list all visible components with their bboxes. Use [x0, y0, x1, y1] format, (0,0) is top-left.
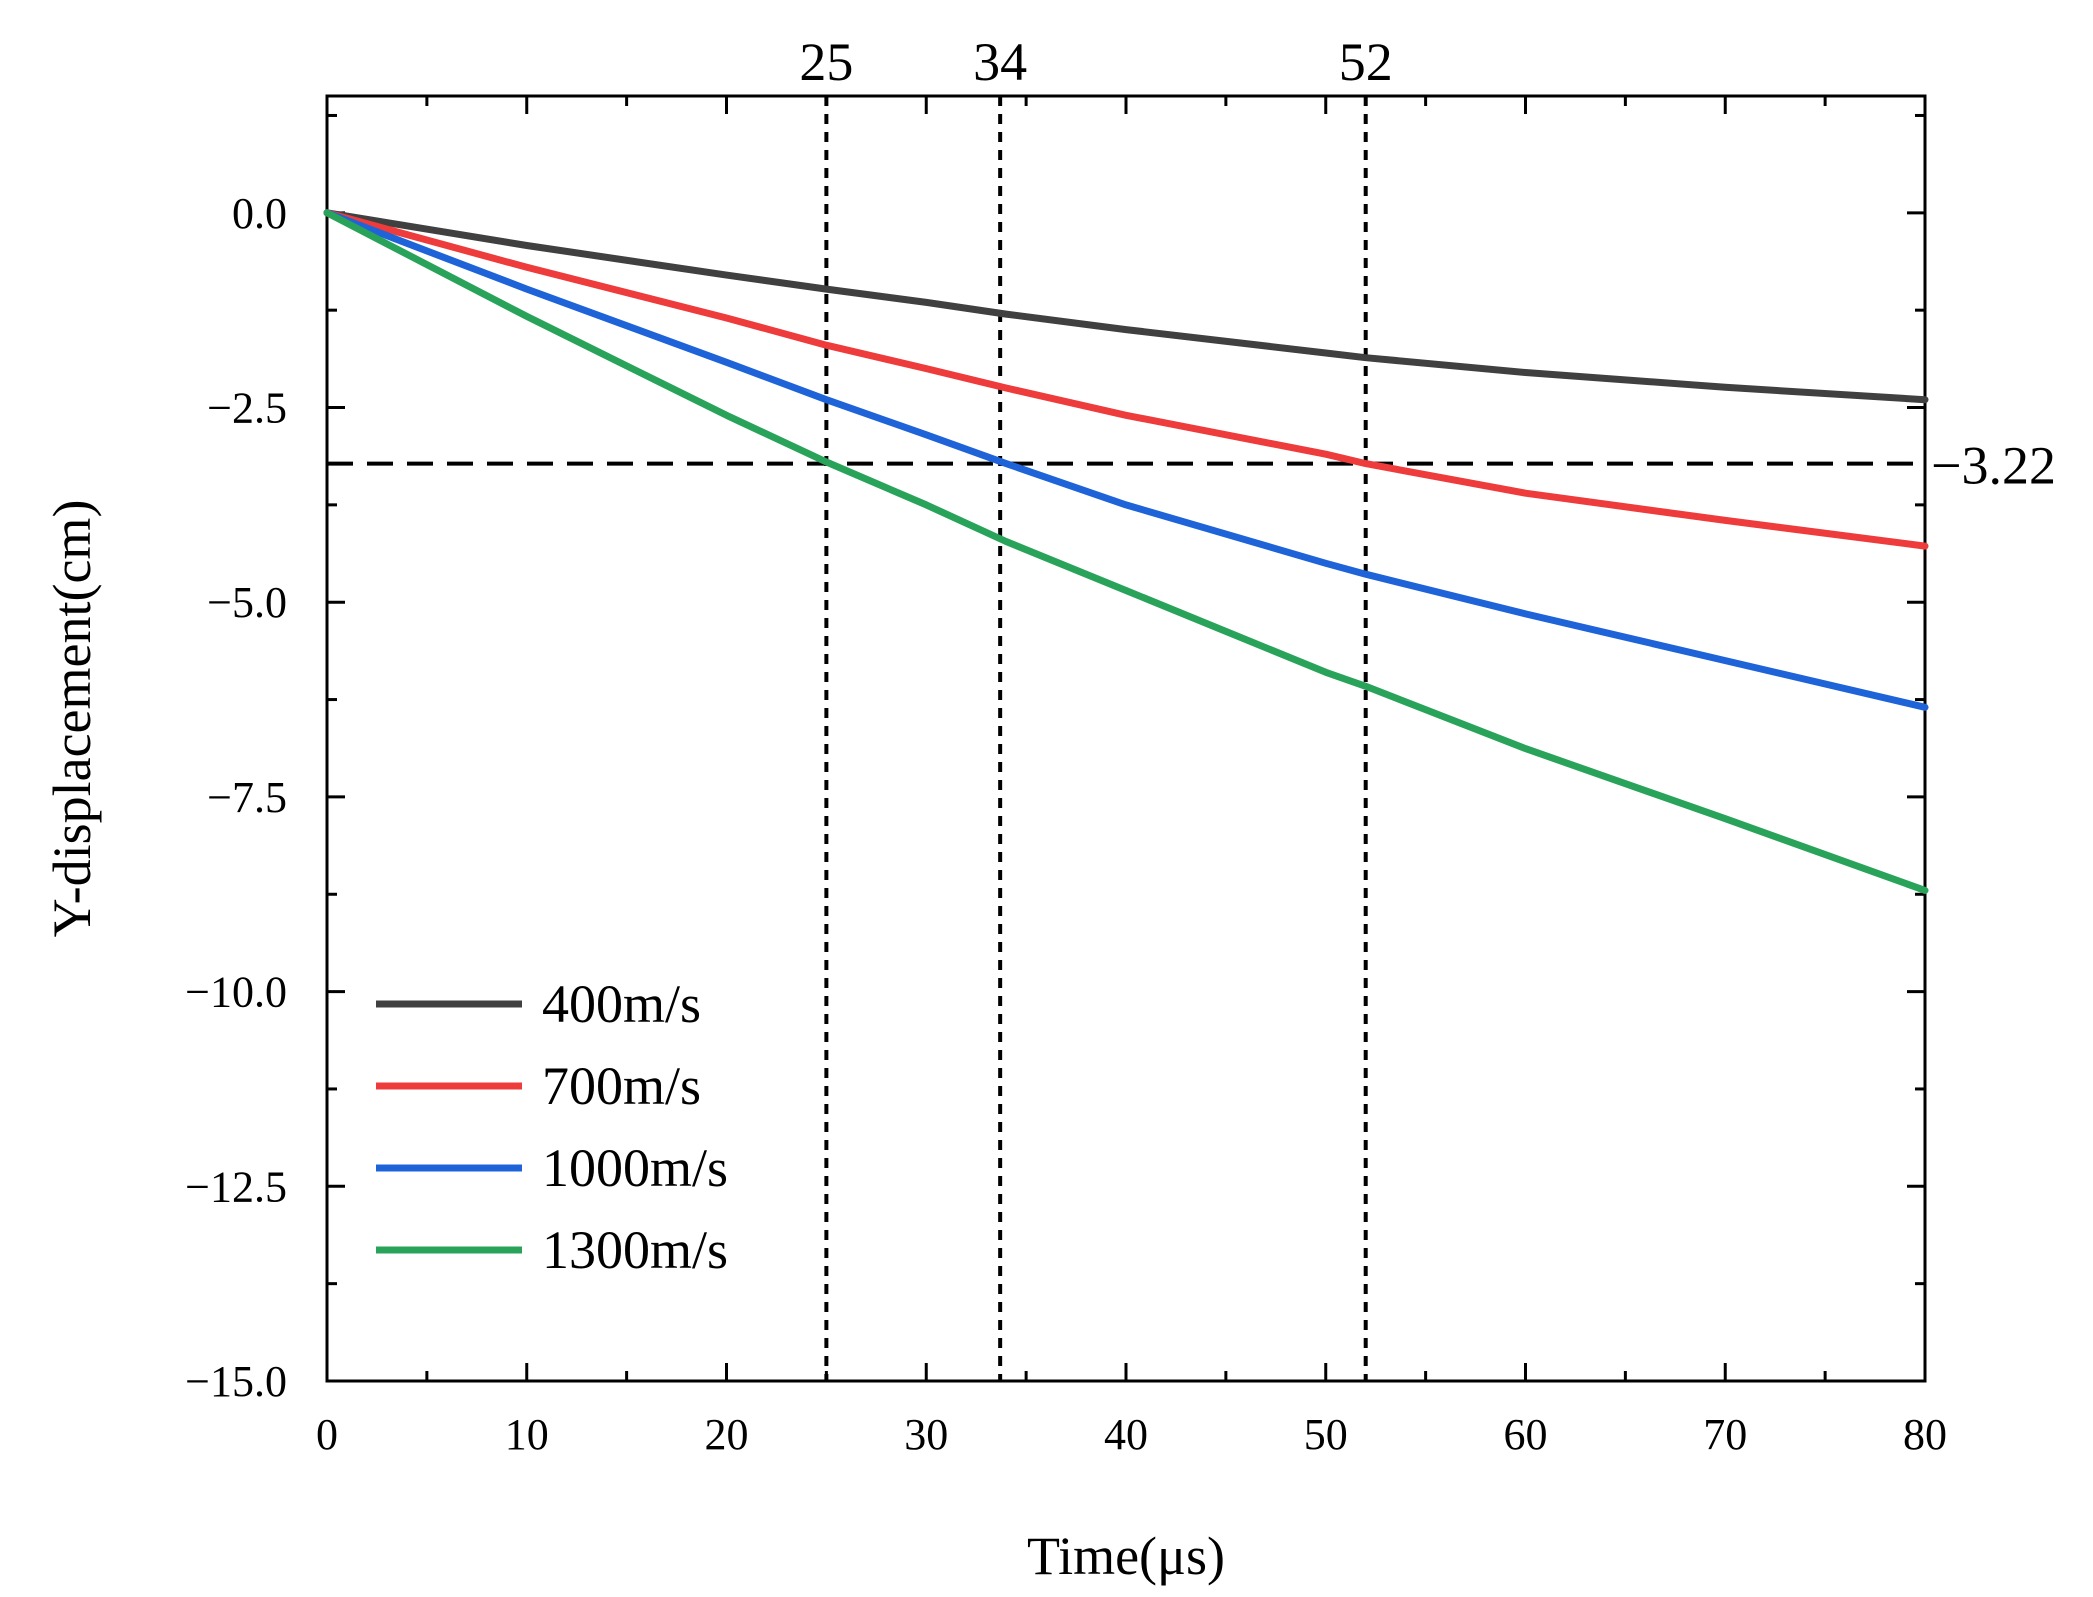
plot-area: 0 10 20 30 40 50 60 70 80 0.0 −2.5 −5.0 −7.5 −10.0 −12… [185, 32, 2056, 1459]
y-tick-label: −5.0 [207, 578, 287, 627]
horizontal-reference-label: −3.22 [1931, 436, 2056, 496]
vertical-reference-label: 25 [799, 32, 853, 92]
series-line-700m/s [323, 209, 1929, 550]
x-tick-label: 60 [1504, 1410, 1548, 1459]
legend-label: 1300m/s [542, 1220, 728, 1280]
y-axis-title: Y-displacement(cm) [42, 500, 102, 938]
x-tick-label: 80 [1903, 1410, 1947, 1459]
x-tick-label: 70 [1703, 1410, 1747, 1459]
legend-label: 1000m/s [542, 1138, 728, 1198]
x-tick-label: 40 [1104, 1410, 1148, 1459]
x-tick-label: 10 [505, 1410, 549, 1459]
y-tick-label: −2.5 [207, 384, 287, 433]
series-line-1000m/s [323, 209, 1929, 711]
series-line-400m/s [323, 209, 1929, 404]
y-tick-label: −7.5 [207, 773, 287, 822]
vertical-reference-label: 34 [973, 32, 1027, 92]
x-axis-title: Time(μs) [1027, 1526, 1225, 1586]
y-tick-label: −12.5 [185, 1162, 287, 1211]
x-tick-label: 0 [316, 1410, 338, 1459]
x-tick-label: 30 [904, 1410, 948, 1459]
legend-label: 700m/s [542, 1056, 701, 1116]
vertical-reference-label: 52 [1339, 32, 1393, 92]
y-tick-label: 0.0 [232, 189, 287, 238]
legend-label: 400m/s [542, 974, 701, 1034]
x-tick-label: 50 [1304, 1410, 1348, 1459]
x-tick-label: 20 [705, 1410, 749, 1459]
y-tick-label: −10.0 [185, 968, 287, 1017]
series-line-1300m/s [323, 209, 1929, 894]
y-tick-label: −15.0 [185, 1357, 287, 1406]
